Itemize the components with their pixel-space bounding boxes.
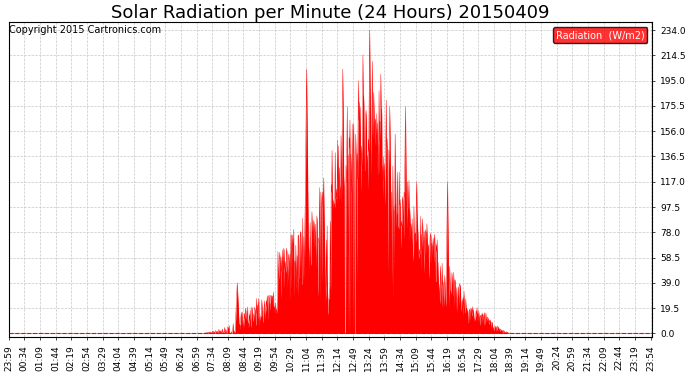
Title: Solar Radiation per Minute (24 Hours) 20150409: Solar Radiation per Minute (24 Hours) 20… [111, 4, 550, 22]
Legend: Radiation  (W/m2): Radiation (W/m2) [553, 27, 647, 43]
Text: Copyright 2015 Cartronics.com: Copyright 2015 Cartronics.com [9, 26, 161, 36]
